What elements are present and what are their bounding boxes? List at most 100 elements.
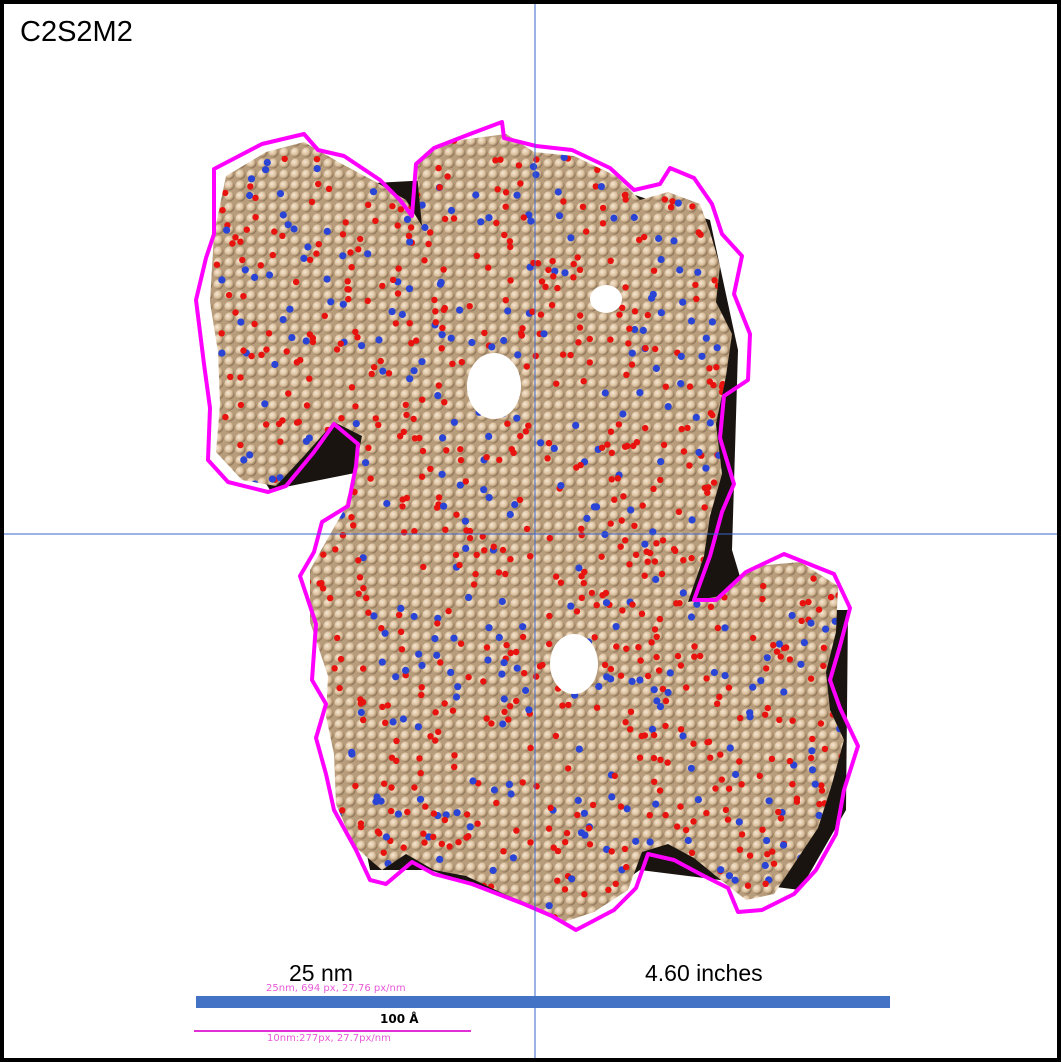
oxygen-atom [269, 812, 277, 820]
nitrogen-atom [513, 414, 521, 422]
oxygen-atom [338, 913, 345, 920]
oxygen-atom [271, 228, 278, 235]
nitrogen-atom [196, 195, 203, 202]
nitrogen-atom [664, 688, 672, 697]
nitrogen-atom [465, 593, 473, 602]
oxygen-atom [253, 900, 260, 908]
oxygen-atom [614, 475, 621, 482]
nitrogen-atom [758, 390, 766, 398]
oxygen-atom [552, 573, 560, 580]
oxygen-atom [449, 707, 457, 714]
oxygen-atom [826, 554, 833, 561]
oxygen-atom [764, 851, 771, 858]
oxygen-atom [607, 257, 614, 264]
oxygen-atom [416, 755, 423, 762]
nitrogen-atom [641, 540, 649, 548]
oxygen-atom [659, 685, 667, 693]
nitrogen-atom [246, 451, 254, 459]
oxygen-atom [592, 183, 599, 190]
nitrogen-atom [597, 183, 606, 191]
nitrogen-atom [706, 419, 714, 427]
oxygen-atom [626, 561, 633, 568]
oxygen-atom [445, 607, 452, 615]
oxygen-atom [570, 274, 577, 281]
nitrogen-atom [244, 547, 252, 555]
oxygen-atom [515, 162, 523, 169]
oxygen-atom [261, 682, 268, 689]
nitrogen-atom [473, 917, 482, 922]
nitrogen-atom [650, 686, 658, 694]
oxygen-atom [576, 324, 584, 331]
oxygen-atom [329, 877, 336, 885]
oxygen-atom [553, 380, 560, 387]
oxygen-atom [365, 609, 372, 616]
nitrogen-atom [761, 861, 769, 870]
nitrogen-atom [514, 351, 522, 359]
oxygen-atom [710, 381, 717, 389]
oxygen-atom [644, 672, 652, 680]
oxygen-atom [305, 872, 312, 880]
oxygen-atom [270, 842, 277, 849]
nitrogen-atom [575, 564, 583, 572]
oxygen-atom [588, 589, 596, 597]
nitrogen-atom [529, 163, 538, 171]
oxygen-atom [642, 424, 649, 432]
oxygen-atom [502, 297, 509, 304]
nitrogen-atom [302, 337, 310, 345]
nitrogen-atom [652, 143, 660, 152]
oxygen-atom [691, 653, 698, 660]
oxygen-atom [272, 862, 279, 869]
nitrogen-atom [218, 492, 226, 500]
oxygen-atom [339, 807, 346, 814]
oxygen-atom [325, 185, 333, 192]
oxygen-atom [388, 754, 396, 761]
oxygen-atom [442, 526, 449, 533]
nitrogen-atom [436, 280, 444, 288]
nitrogen-atom [551, 267, 559, 275]
oxygen-atom [519, 633, 527, 641]
nitrogen-atom [554, 188, 562, 196]
oxygen-atom [411, 784, 418, 791]
oxygen-atom [197, 386, 203, 392]
oxygen-atom [850, 871, 856, 877]
nitrogen-atom [199, 238, 206, 245]
oxygen-atom [263, 421, 270, 428]
oxygen-atom [248, 352, 255, 360]
oxygen-atom [554, 877, 561, 884]
oxygen-atom [631, 522, 638, 529]
nitrogen-atom [684, 836, 692, 845]
oxygen-atom [807, 754, 815, 762]
nitrogen-atom [752, 167, 760, 175]
nitrogen-atom [513, 191, 521, 199]
oxygen-atom [328, 481, 335, 489]
oxygen-atom [619, 607, 626, 614]
oxygen-atom [443, 447, 450, 454]
nitrogen-atom [405, 285, 414, 293]
nitrogen-atom [568, 875, 576, 883]
nitrogen-atom [656, 703, 665, 711]
oxygen-atom [237, 238, 244, 245]
oxygen-atom [194, 212, 200, 218]
oxygen-atom [576, 266, 584, 273]
oxygen-atom [289, 812, 296, 819]
nitrogen-atom [537, 439, 545, 447]
oxygen-atom [355, 557, 362, 564]
nitrogen-atom [305, 434, 313, 442]
oxygen-atom [825, 374, 832, 381]
nitrogen-atom [453, 809, 461, 817]
oxygen-atom [618, 517, 625, 524]
nitrogen-atom [631, 325, 639, 334]
oxygen-atom [578, 594, 585, 601]
oxygen-atom [817, 720, 825, 727]
nitrogen-atom [744, 547, 752, 555]
oxygen-atom [320, 551, 327, 558]
oxygen-atom [805, 142, 813, 149]
nitrogen-atom [628, 349, 636, 357]
oxygen-atom [577, 461, 584, 469]
nitrogen-atom [462, 544, 470, 553]
oxygen-atom [629, 601, 636, 608]
nitrogen-atom [679, 732, 687, 740]
oxygen-atom [339, 231, 347, 238]
nitrogen-atom [611, 141, 619, 149]
oxygen-atom [714, 917, 721, 922]
